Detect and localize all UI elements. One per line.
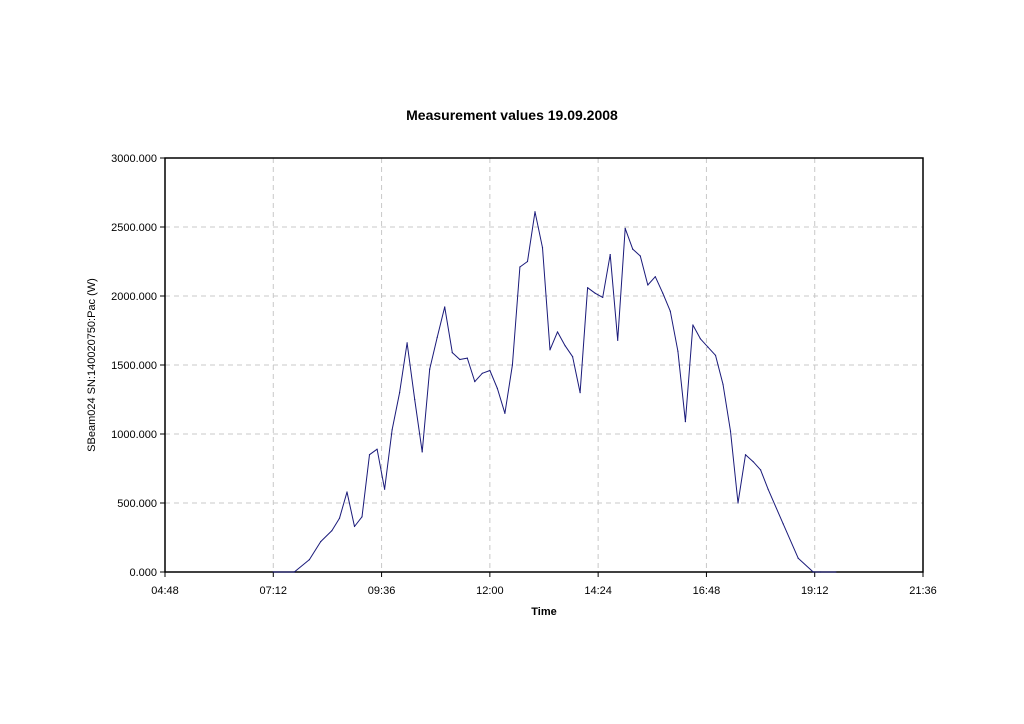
data-point: [272, 571, 274, 573]
data-point: [444, 306, 446, 308]
x-tick-label: 16:48: [693, 585, 721, 597]
data-point: [624, 227, 626, 229]
data-point: [293, 571, 295, 573]
data-point: [406, 342, 408, 344]
data-point: [459, 358, 461, 361]
data-point: [526, 260, 529, 263]
y-axis: 0.000 500.000 1000.000 1500.000 2000.000 2500…: [111, 153, 165, 579]
x-tick-label: 14:24: [584, 585, 612, 597]
data-point: [767, 488, 769, 490]
data-point: [677, 350, 679, 352]
data-point: [368, 454, 371, 456]
data-point: [602, 296, 604, 298]
data-point: [451, 352, 453, 354]
data-point: [812, 571, 814, 573]
data-point: [519, 266, 521, 268]
data-point: [556, 331, 559, 333]
data-point: [353, 525, 356, 528]
data-point: [647, 284, 649, 286]
y-tick-label: 1500.000: [111, 360, 157, 372]
data-point: [308, 559, 310, 561]
data-point: [572, 356, 574, 358]
data-point: [549, 349, 551, 351]
data-point: [481, 372, 483, 374]
x-tick-label: 21:36: [909, 585, 937, 597]
data-point: [320, 541, 322, 543]
x-tick-label: 07:12: [260, 585, 288, 597]
data-point: [534, 211, 536, 213]
data-point: [429, 368, 431, 370]
data-point: [361, 516, 363, 518]
data-point: [474, 381, 476, 383]
y-tick-label: 2000.000: [111, 291, 157, 303]
data-point: [835, 571, 837, 573]
data-point: [639, 255, 641, 257]
data-point: [699, 338, 702, 340]
data-point: [752, 461, 754, 463]
data-point: [338, 517, 341, 519]
data-point: [496, 387, 498, 390]
data-point: [707, 346, 709, 348]
data-point: [346, 491, 348, 493]
data-point: [421, 451, 423, 453]
data-point: [466, 357, 468, 359]
data-point: [436, 336, 438, 338]
data-points: [272, 211, 837, 573]
data-point: [541, 247, 544, 249]
series-line: [273, 211, 836, 573]
x-tick-label: 09:36: [368, 585, 396, 597]
data-point: [489, 369, 491, 372]
data-point: [609, 254, 611, 256]
x-tick-label: 04:48: [151, 585, 179, 597]
data-point: [384, 488, 386, 490]
data-point: [391, 429, 393, 431]
data-point: [504, 412, 506, 414]
chart-title: Measurement values 19.09.2008: [406, 107, 618, 123]
x-axis-label: Time: [531, 606, 556, 618]
data-point: [564, 345, 566, 347]
data-point: [662, 292, 664, 294]
data-point: [782, 523, 784, 525]
data-point: [820, 571, 822, 573]
y-tick-label: 0.000: [129, 567, 157, 579]
data-point: [744, 454, 747, 456]
x-tick-label: 12:00: [476, 585, 504, 597]
y-tick-label: 1000.000: [111, 429, 157, 441]
y-tick-label: 2500.000: [111, 222, 157, 234]
data-point: [729, 430, 732, 432]
x-tick-label: 19:12: [801, 585, 829, 597]
data-point: [692, 324, 694, 326]
x-axis: 04:48 07:12 09:36 12:00 14:24 16:48 19:12 21:36: [151, 572, 937, 597]
data-point: [714, 354, 717, 356]
data-point: [684, 421, 687, 423]
y-tick-label: 3000.000: [111, 153, 157, 165]
data-point: [376, 448, 378, 450]
data-point: [617, 339, 619, 341]
data-point: [797, 557, 799, 559]
data-point: [587, 287, 589, 289]
data-point: [511, 364, 513, 366]
grid: [165, 158, 923, 572]
data-point: [632, 248, 634, 250]
data-point: [654, 276, 656, 278]
y-axis-label: SBeam024 SN:140020750:Pac (W): [86, 278, 98, 452]
data-point: [414, 398, 416, 401]
data-point: [594, 292, 596, 294]
data-point: [722, 383, 724, 385]
data-point: [669, 310, 671, 312]
y-tick-label: 500.000: [117, 498, 157, 510]
data-point: [579, 392, 581, 394]
data-point: [331, 530, 333, 532]
data-point: [760, 469, 762, 471]
data-point: [737, 502, 739, 504]
data-point: [399, 392, 401, 394]
